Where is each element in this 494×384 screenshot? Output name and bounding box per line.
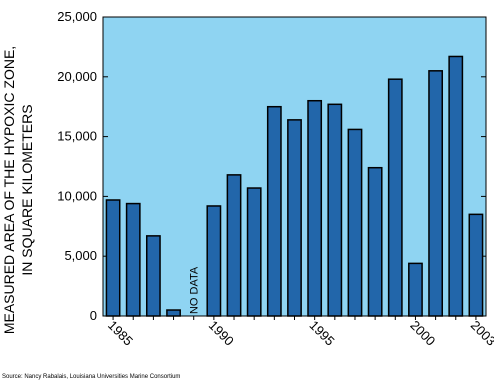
bar xyxy=(166,309,181,317)
y-tick-label: 0 xyxy=(90,308,97,323)
x-tick-label: 1990 xyxy=(206,318,237,349)
bar xyxy=(428,70,444,317)
bar xyxy=(347,128,363,317)
y-tick-label: 10,000 xyxy=(57,188,97,203)
bar xyxy=(367,166,383,317)
annotation: NO DATA xyxy=(189,266,201,314)
y-axis-title: IN SQUARE KILOMETERS xyxy=(19,104,35,275)
bar xyxy=(448,55,464,317)
x-tick-label: 2003 xyxy=(468,318,494,349)
x-tick-label: 1985 xyxy=(105,318,136,349)
bar xyxy=(125,202,141,317)
bar xyxy=(468,213,484,317)
x-tick-label: 2000 xyxy=(407,318,438,349)
y-tick-label: 5,000 xyxy=(64,248,97,263)
y-tick-label: 20,000 xyxy=(57,69,97,84)
bar xyxy=(105,199,121,317)
bar xyxy=(327,103,343,317)
bar xyxy=(287,119,302,317)
x-tick-label: 1995 xyxy=(307,318,338,349)
source-note: Source: Nancy Rabalais, Louisiana Univer… xyxy=(2,374,180,380)
bar xyxy=(145,235,161,317)
bar xyxy=(408,262,423,317)
bar xyxy=(387,78,403,317)
y-axis-title: MEASURED AREA OF THE HYPOXIC ZONE, xyxy=(1,46,17,334)
bar xyxy=(206,205,222,317)
bar xyxy=(246,187,262,317)
y-tick-label: 15,000 xyxy=(57,129,97,144)
bar xyxy=(226,174,242,317)
y-tick-label: 25,000 xyxy=(57,9,97,24)
bar xyxy=(266,105,282,317)
bar xyxy=(307,99,323,317)
